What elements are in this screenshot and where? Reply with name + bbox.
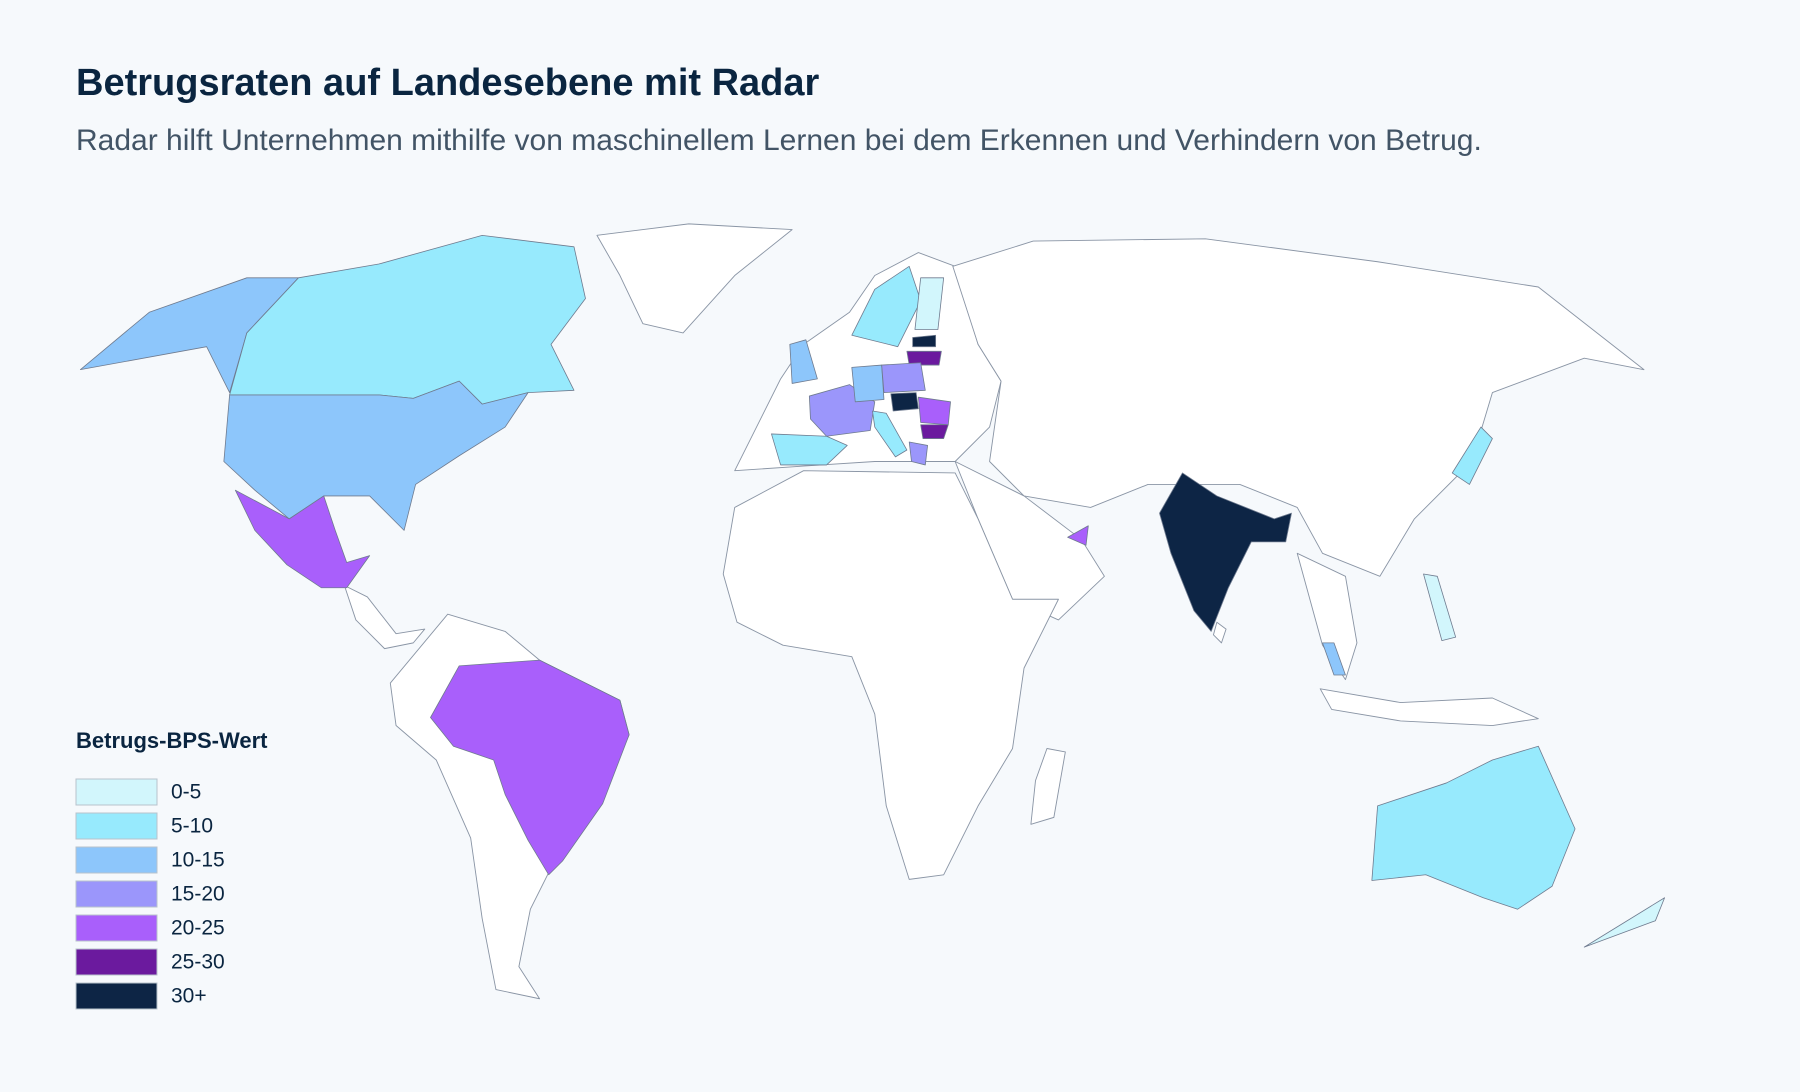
legend-label: 10-15 (171, 849, 225, 872)
subtitle: Radar hilft Unternehmen mithilfe von mas… (76, 124, 1482, 157)
japan (1451, 426, 1493, 485)
australia (1371, 745, 1576, 910)
greece (908, 441, 928, 466)
indonesia (1319, 688, 1539, 726)
malaysia (1322, 642, 1346, 676)
hungary (890, 392, 919, 412)
legend-swatch (75, 846, 158, 874)
spain (771, 433, 848, 466)
finland (914, 277, 945, 330)
lithuania (906, 350, 942, 366)
sri-lanka (1212, 621, 1227, 644)
legend-label: 5-10 (171, 815, 213, 838)
legend-label: 30+ (171, 985, 207, 1008)
legend-swatch (75, 880, 158, 908)
brazil (430, 659, 630, 876)
mexico (234, 489, 371, 589)
poland (881, 362, 926, 394)
philippines (1423, 573, 1457, 641)
canada (229, 234, 586, 405)
legend: 0-5 5-10 10-15 15-20 20-25 25-30 30+ (75, 778, 225, 1010)
legend-swatch (75, 982, 158, 1010)
legend-title: Betrugs-BPS-Wert (76, 728, 268, 753)
legend-swatch (75, 948, 158, 976)
uk (789, 339, 818, 384)
title: Betrugsraten auf Landesebene mit Radar (76, 62, 820, 104)
legend-label: 25-30 (171, 951, 225, 974)
india (1159, 472, 1292, 632)
bulgaria (920, 424, 949, 439)
legend-label: 0-5 (171, 781, 201, 804)
germany (851, 364, 885, 403)
madagascar (1030, 748, 1066, 825)
asia (952, 238, 1645, 577)
world-map (79, 223, 1666, 1000)
legend-swatch (75, 914, 158, 942)
scandinavia (851, 265, 922, 348)
greenland (596, 223, 793, 334)
uae (1067, 525, 1089, 546)
legend-label: 20-25 (171, 917, 225, 940)
legend-swatch (75, 812, 158, 840)
central-america (343, 585, 426, 650)
estonia (912, 334, 937, 348)
africa (722, 470, 1059, 880)
romania (917, 396, 951, 426)
legend-label: 15-20 (171, 883, 225, 906)
southeast-asia (1296, 552, 1358, 681)
italy (872, 410, 908, 458)
new-zealand (1583, 897, 1666, 948)
legend-swatch (75, 778, 158, 806)
usa (223, 380, 529, 531)
